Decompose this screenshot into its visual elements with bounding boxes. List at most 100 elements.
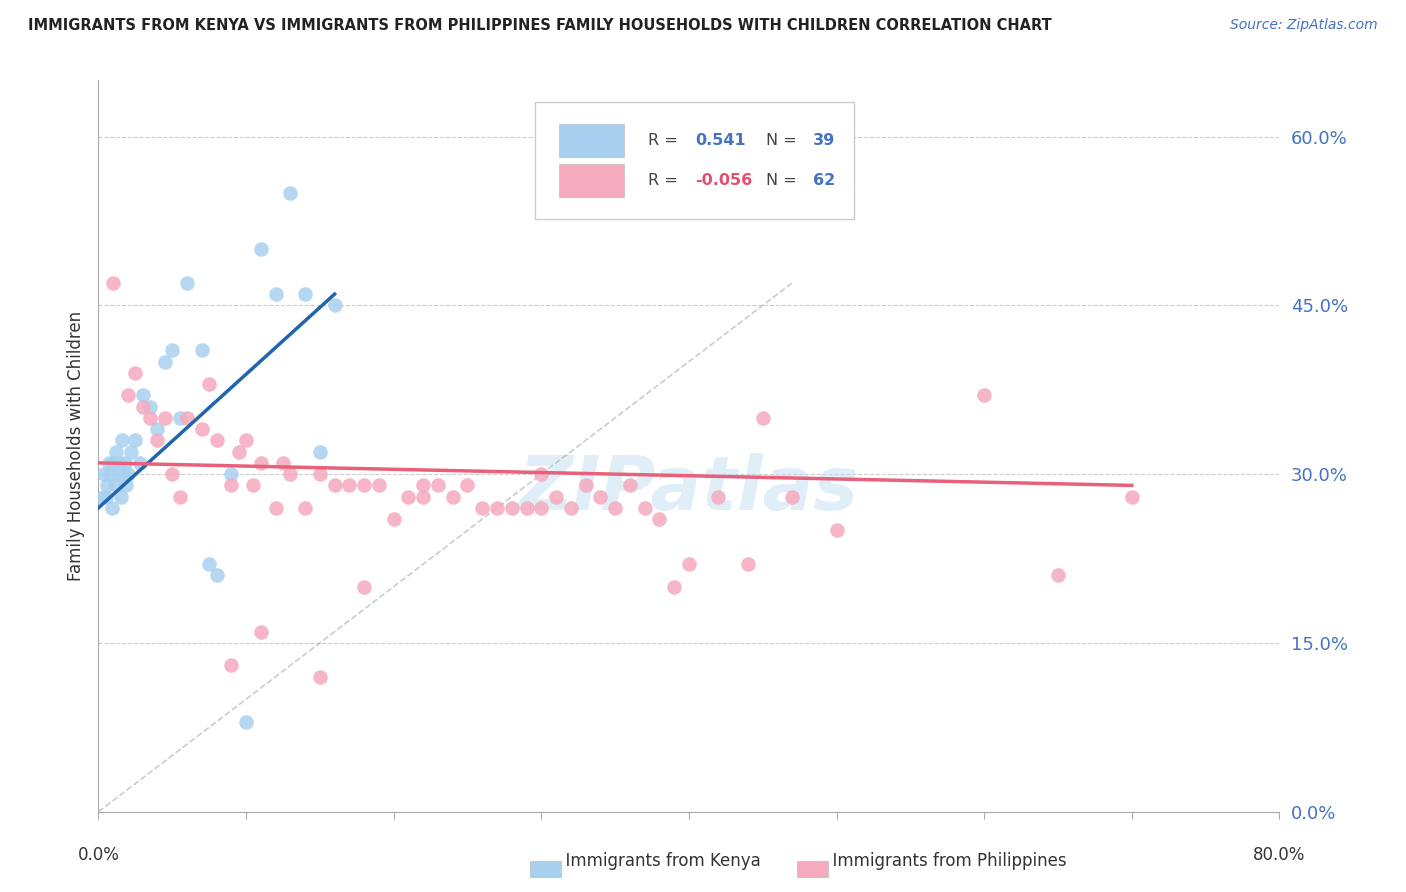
Point bbox=[100, 500, 122, 515]
Point bbox=[427, 478, 450, 492]
Point bbox=[120, 444, 142, 458]
Point bbox=[1121, 490, 1143, 504]
Point bbox=[825, 524, 848, 538]
Point bbox=[176, 410, 198, 425]
Point bbox=[398, 490, 420, 504]
FancyBboxPatch shape bbox=[536, 103, 855, 219]
Point bbox=[124, 366, 146, 380]
Point bbox=[176, 276, 198, 290]
Point bbox=[634, 500, 657, 515]
Point bbox=[146, 422, 169, 436]
Y-axis label: Family Households with Children: Family Households with Children bbox=[66, 311, 84, 581]
Point bbox=[339, 478, 361, 492]
Point bbox=[382, 512, 405, 526]
Point bbox=[707, 490, 730, 504]
Point bbox=[221, 467, 243, 482]
Point bbox=[205, 434, 228, 448]
Point bbox=[115, 478, 138, 492]
Point bbox=[235, 434, 257, 448]
Point bbox=[530, 500, 553, 515]
Point bbox=[412, 478, 434, 492]
Point bbox=[973, 388, 995, 402]
Text: 80.0%: 80.0% bbox=[1253, 847, 1306, 864]
Point bbox=[191, 343, 214, 358]
Point bbox=[353, 478, 375, 492]
Point bbox=[619, 478, 641, 492]
Point bbox=[250, 456, 273, 470]
Point bbox=[264, 287, 287, 301]
Point bbox=[368, 478, 391, 492]
Point bbox=[412, 490, 434, 504]
Text: Immigrants from Philippines: Immigrants from Philippines bbox=[801, 852, 1067, 870]
Point bbox=[353, 580, 375, 594]
Point bbox=[198, 377, 221, 392]
Text: IMMIGRANTS FROM KENYA VS IMMIGRANTS FROM PHILIPPINES FAMILY HOUSEHOLDS WITH CHIL: IMMIGRANTS FROM KENYA VS IMMIGRANTS FROM… bbox=[28, 18, 1052, 33]
Point bbox=[114, 456, 136, 470]
Point bbox=[664, 580, 686, 594]
Text: R =: R = bbox=[648, 133, 678, 148]
Point bbox=[560, 500, 582, 515]
Point bbox=[530, 467, 553, 482]
Text: 0.0%: 0.0% bbox=[77, 847, 120, 864]
Point bbox=[309, 444, 332, 458]
Point bbox=[111, 434, 134, 448]
Point bbox=[501, 500, 523, 515]
Point bbox=[309, 670, 332, 684]
Point bbox=[221, 478, 243, 492]
Text: -0.056: -0.056 bbox=[695, 173, 752, 188]
Point bbox=[103, 456, 125, 470]
Point bbox=[91, 490, 114, 504]
Point bbox=[441, 490, 464, 504]
Point bbox=[103, 276, 125, 290]
Point bbox=[117, 388, 139, 402]
Text: 62: 62 bbox=[813, 173, 835, 188]
Point bbox=[457, 478, 479, 492]
Point bbox=[516, 500, 538, 515]
Point bbox=[648, 512, 671, 526]
Point bbox=[146, 434, 169, 448]
Point bbox=[128, 456, 150, 470]
Point bbox=[110, 490, 132, 504]
Point bbox=[191, 422, 214, 436]
Point bbox=[104, 478, 127, 492]
Point bbox=[107, 467, 129, 482]
Point bbox=[294, 287, 316, 301]
Point bbox=[228, 444, 250, 458]
Point bbox=[105, 444, 128, 458]
Point bbox=[93, 467, 115, 482]
Point bbox=[589, 490, 612, 504]
Point bbox=[124, 434, 146, 448]
Point bbox=[280, 467, 302, 482]
Point bbox=[250, 624, 273, 639]
Point bbox=[97, 456, 120, 470]
Point bbox=[294, 500, 316, 515]
Point bbox=[169, 490, 191, 504]
Point bbox=[752, 410, 775, 425]
Text: 39: 39 bbox=[813, 133, 835, 148]
Point bbox=[605, 500, 627, 515]
Point bbox=[280, 186, 302, 200]
Point bbox=[205, 568, 228, 582]
Point bbox=[264, 500, 287, 515]
Point bbox=[198, 557, 221, 571]
Point bbox=[575, 478, 598, 492]
Text: Source: ZipAtlas.com: Source: ZipAtlas.com bbox=[1230, 18, 1378, 32]
Text: 0.541: 0.541 bbox=[695, 133, 745, 148]
Point bbox=[132, 388, 155, 402]
Point bbox=[546, 490, 568, 504]
Point bbox=[678, 557, 700, 571]
Point bbox=[271, 456, 294, 470]
Point bbox=[96, 478, 118, 492]
Point bbox=[108, 456, 131, 470]
Text: N =: N = bbox=[766, 173, 796, 188]
Point bbox=[323, 478, 346, 492]
Point bbox=[782, 490, 804, 504]
Text: R =: R = bbox=[648, 173, 678, 188]
Text: N =: N = bbox=[766, 133, 796, 148]
Point bbox=[112, 467, 135, 482]
Point bbox=[117, 467, 139, 482]
Point bbox=[242, 478, 264, 492]
Point bbox=[162, 467, 183, 482]
Point bbox=[132, 400, 155, 414]
Text: ZIPatlas: ZIPatlas bbox=[519, 453, 859, 526]
